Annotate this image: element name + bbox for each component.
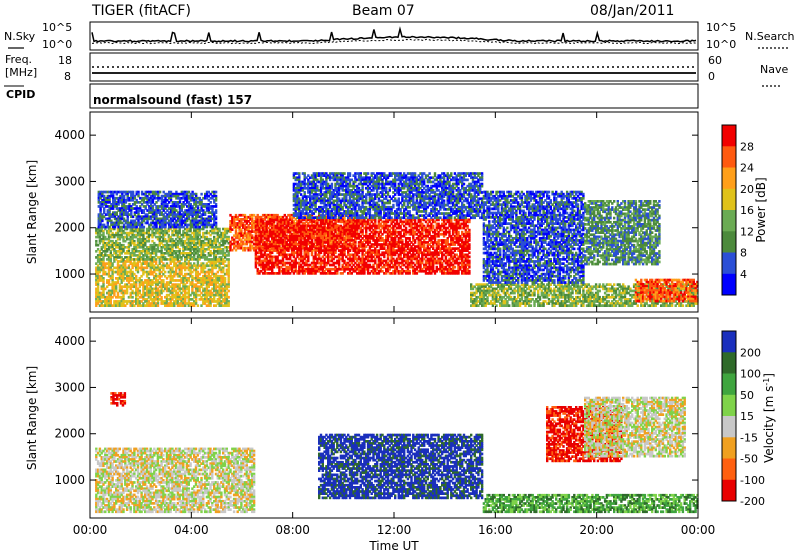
heatmap-cell	[228, 296, 230, 299]
noise-right-bottom-tick: 10^0	[706, 38, 736, 51]
date-title: 08/Jan/2011	[590, 3, 674, 19]
freq-label: Freq.	[5, 53, 32, 66]
heatmap-cell	[164, 271, 166, 274]
freq-top-tick: 18	[58, 54, 72, 67]
noise-panel: 10^5 10^0 10^5 10^0	[42, 21, 736, 51]
heatmap-cell	[137, 271, 139, 274]
heatmap-cell	[228, 238, 230, 241]
noise-sky-trace	[92, 29, 696, 42]
radar-name-title: TIGER (fitACF)	[91, 3, 191, 19]
heatmap-cell	[110, 258, 112, 261]
heatmap-cell	[209, 304, 211, 307]
heatmap-cell	[131, 296, 133, 299]
heatmap-cell	[197, 304, 199, 307]
heatmap-cell	[157, 304, 159, 307]
heatmap-cell	[200, 193, 202, 196]
heatmap-cell	[215, 218, 217, 221]
heatmap-cell	[228, 254, 230, 257]
freq-unit-label: [MHz]	[5, 66, 37, 79]
cpid-label: CPID	[6, 88, 35, 101]
heatmap-cell	[215, 191, 217, 194]
heatmap-cell	[148, 240, 150, 243]
heatmap-cell	[155, 226, 157, 229]
heatmap-cell	[210, 201, 212, 204]
radar-summary-figure: TIGER (fitACF) Beam 07 08/Jan/2011 N.Sky…	[0, 0, 800, 554]
heatmap-cell	[164, 226, 166, 229]
heatmap-cell	[101, 220, 103, 223]
heatmap-cell	[215, 205, 217, 208]
nave-label: Nave	[760, 63, 788, 76]
cpid-panel: normalsound (fast) 157	[90, 84, 698, 108]
power-heatmap	[95, 172, 699, 307]
cpid-text: normalsound (fast) 157	[93, 93, 252, 107]
freq-nave-panel: 18 8 60 0	[58, 53, 722, 83]
heatmap-cell	[126, 292, 128, 295]
heatmap-cell	[228, 290, 230, 293]
nsky-label: N.Sky	[4, 30, 36, 43]
heatmap-cell	[204, 213, 206, 216]
nave-bottom-tick: 0	[708, 70, 715, 83]
heatmap-cell	[215, 211, 217, 214]
heatmap-cell	[228, 304, 230, 307]
beam-title: Beam 07	[352, 3, 415, 19]
nave-top-tick: 60	[708, 54, 722, 67]
heatmap-cell	[228, 285, 230, 288]
heatmap-cell	[159, 191, 161, 194]
heatmap-cell	[143, 226, 145, 229]
heatmap-cell	[215, 199, 217, 202]
noise-left-top-tick: 10^5	[42, 21, 72, 34]
freq-bottom-tick: 8	[64, 70, 71, 83]
heatmap-cell	[180, 258, 182, 261]
heatmap-cell	[215, 226, 217, 229]
noise-right-top-tick: 10^5	[706, 21, 736, 34]
heatmap-cell	[102, 258, 104, 261]
noise-left-bottom-tick: 10^0	[42, 38, 72, 51]
nsearch-label: N.Search	[745, 30, 795, 43]
heatmap-cell	[228, 258, 230, 261]
